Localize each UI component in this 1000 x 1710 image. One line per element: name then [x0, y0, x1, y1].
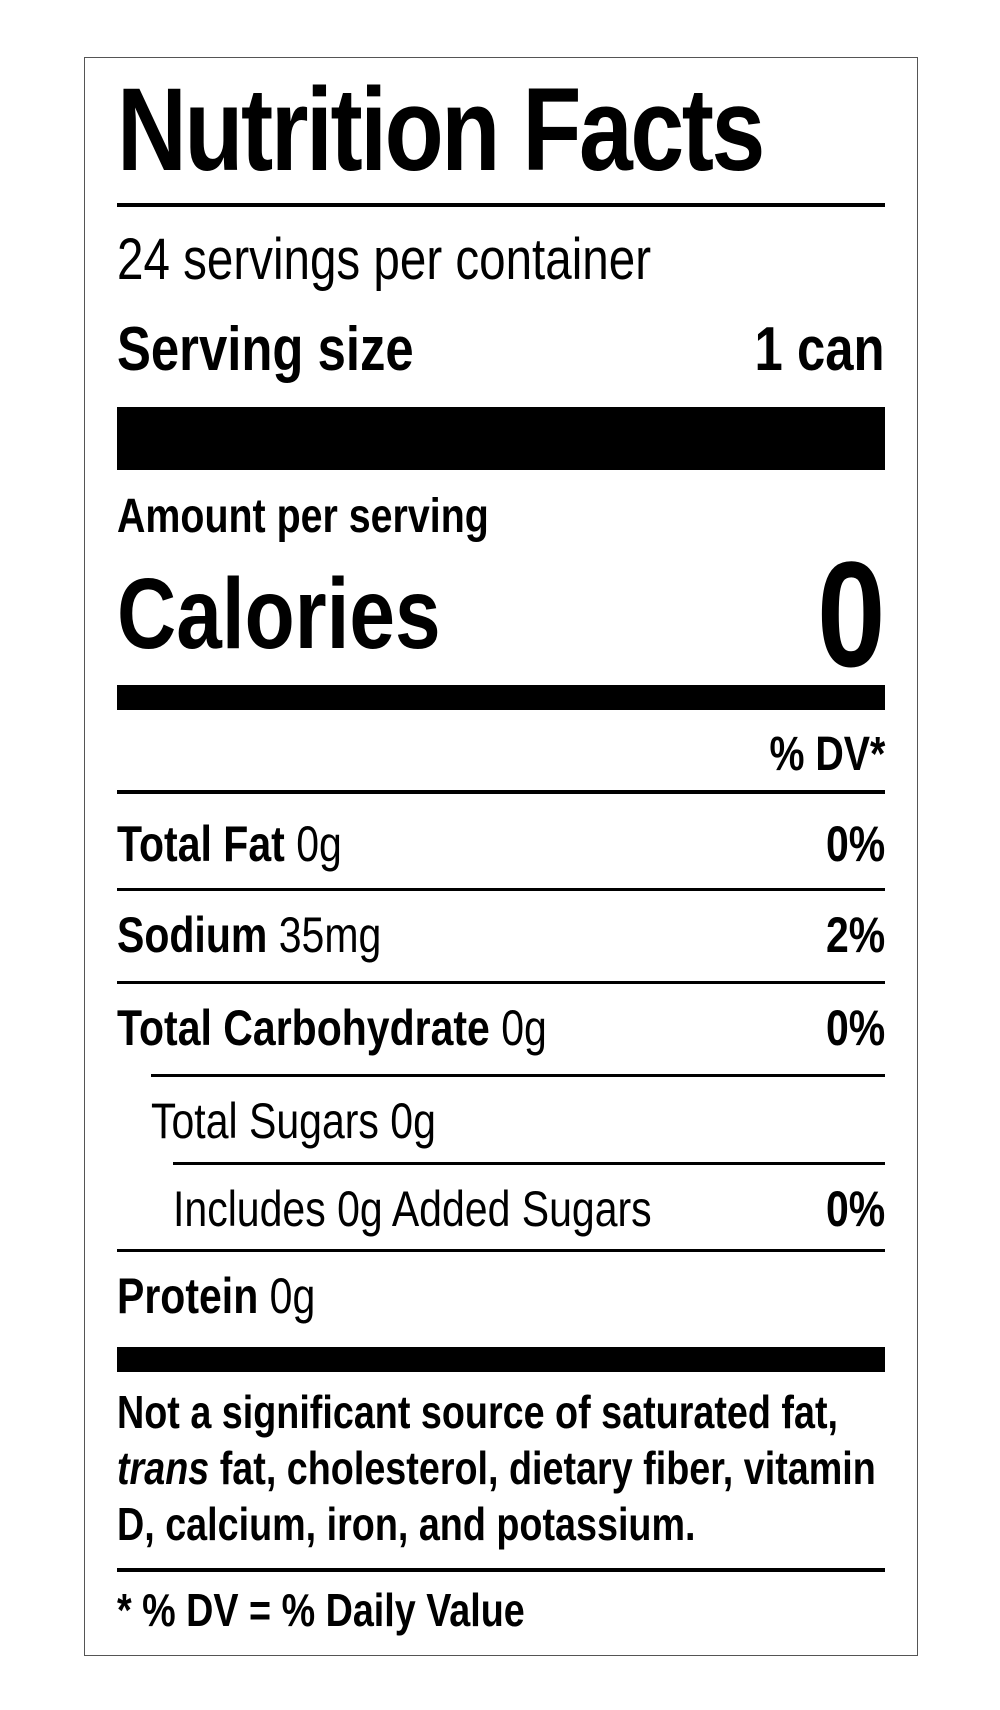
nutrient-dv: 2%	[825, 907, 885, 963]
nutrient-row: Includes 0g Added Sugars 0%	[117, 1165, 885, 1253]
footer: * % DV = % Daily Value	[117, 1584, 525, 1636]
nutrient-label: Total Carbohydrate 0g	[117, 999, 547, 1057]
serving-size-label: Serving size	[117, 314, 414, 384]
title: Nutrition Facts	[117, 64, 765, 196]
medium-rule	[117, 1347, 885, 1372]
nutrient-row: Total Carbohydrate 0g 0%	[117, 984, 885, 1072]
nutrient-name: Total Fat	[117, 816, 285, 872]
note-block: Not a significant source of saturated fa…	[117, 1384, 885, 1556]
nutrient-label: Protein 0g	[117, 1267, 315, 1325]
amount-per-serving: Amount per serving	[117, 489, 489, 543]
serving-size-value: 1 can	[754, 314, 885, 384]
nutrient-label: Includes 0g Added Sugars	[173, 1180, 652, 1238]
calories-label: Calories	[117, 557, 441, 670]
medium-rule	[117, 685, 885, 710]
nutrient-name: Total Sugars 0g	[151, 1093, 436, 1149]
note: Not a significant source of saturated fa…	[117, 1384, 880, 1552]
servings: 24 servings per container	[117, 226, 652, 292]
amount-row: Amount per serving	[117, 489, 885, 543]
dv-header: % DV*	[769, 727, 885, 781]
nutrient-name: Total Carbohydrate	[117, 1000, 490, 1056]
calories-row: Calories 0	[117, 530, 885, 698]
rule	[117, 790, 885, 794]
nutrient-amount: 0g	[269, 1268, 316, 1324]
rule	[117, 1568, 885, 1572]
note-line: Not a significant source of saturated fa…	[117, 1386, 838, 1438]
nutrient-amount: 0g	[296, 816, 342, 872]
nutrient-row: Total Sugars 0g	[117, 1077, 885, 1165]
nutrient-amount: 35mg	[278, 907, 382, 963]
nutrient-row: Total Fat 0g 0%	[117, 800, 885, 888]
note-rest: fat, cholesterol, dietary fiber, vitamin…	[117, 1442, 876, 1550]
rule	[117, 981, 885, 984]
rule	[117, 888, 885, 891]
rule	[117, 203, 885, 207]
rule	[173, 1162, 885, 1165]
footer-row: * % DV = % Daily Value	[117, 1582, 885, 1638]
note-italic: trans	[117, 1442, 210, 1494]
nutrient-dv: 0%	[825, 1181, 885, 1237]
nutrient-name: Protein	[117, 1268, 259, 1324]
nutrient-amount: 0g	[501, 1000, 547, 1056]
nutrient-label: Sodium 35mg	[117, 906, 381, 964]
dv-header-row: % DV*	[117, 727, 885, 781]
label-border	[84, 57, 918, 1656]
rule	[117, 1249, 885, 1252]
servings-row: 24 servings per container	[117, 226, 885, 292]
title-row: Nutrition Facts	[117, 64, 885, 196]
nutrient-label: Total Fat 0g	[117, 815, 342, 873]
thick-rule	[117, 407, 885, 470]
nutrient-name: Includes 0g Added Sugars	[173, 1181, 652, 1237]
nutrient-name: Sodium	[117, 907, 268, 963]
nutrient-row: Protein 0g	[117, 1252, 885, 1340]
serving-size-row: Serving size 1 can	[117, 314, 885, 384]
nutrient-row: Sodium 35mg 2%	[117, 891, 885, 979]
calories-value: 0	[816, 529, 885, 698]
rule	[151, 1074, 885, 1077]
nutrient-dv: 0%	[825, 816, 885, 872]
nutrient-label: Total Sugars 0g	[151, 1092, 436, 1150]
nutrient-dv: 0%	[825, 1000, 885, 1056]
